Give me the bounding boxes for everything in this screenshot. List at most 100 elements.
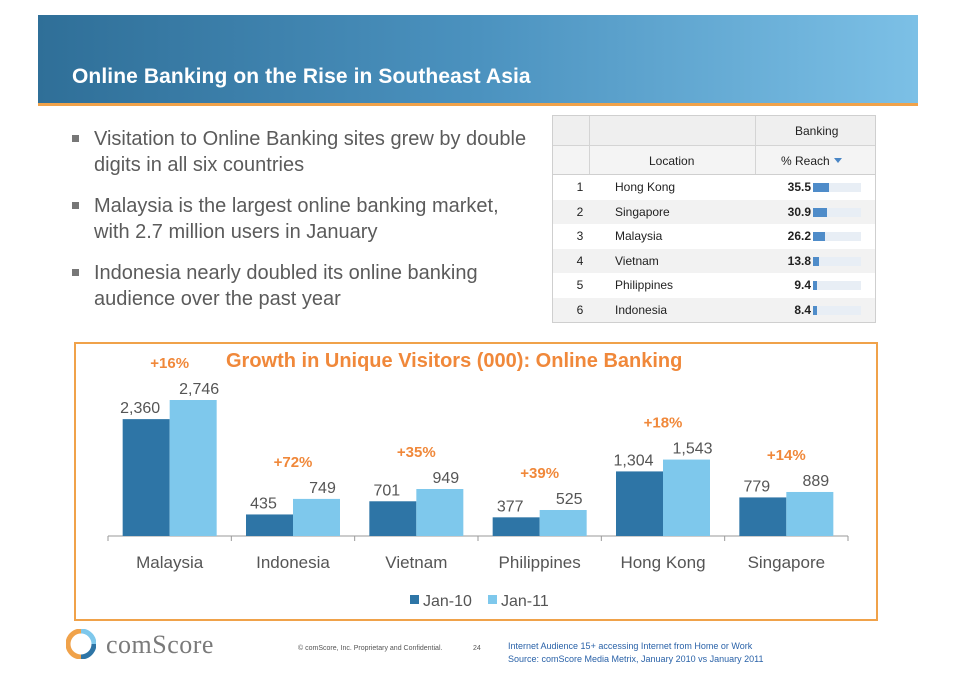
growth-label: +35% [397, 444, 436, 461]
reach-column-header[interactable]: % Reach [781, 154, 842, 168]
reach-bar-track [813, 305, 861, 315]
data-label: 377 [497, 498, 524, 515]
bullet-text: Indonesia nearly doubled its online bank… [94, 262, 478, 310]
table-group-header [553, 116, 875, 146]
legend-label: Jan-10 [423, 593, 472, 610]
bullet-marker-icon [72, 202, 79, 209]
data-label: 2,360 [120, 400, 160, 417]
bullet-item: Visitation to Online Banking sites grew … [72, 126, 532, 178]
data-label: 525 [556, 491, 583, 508]
reach-value: 35.5 [787, 180, 811, 194]
reach-value: 26.2 [787, 229, 811, 243]
banking-header: Banking [795, 124, 839, 138]
location-name: Philippines [615, 278, 674, 292]
bullet-item: Malaysia is the largest online banking m… [72, 193, 532, 245]
page-number: 24 [473, 645, 481, 652]
reach-value: 8.4 [794, 302, 811, 317]
data-label: 1,304 [613, 452, 653, 469]
data-label: 2,746 [179, 381, 219, 398]
legend-swatch [410, 595, 419, 604]
category-label: Indonesia [256, 553, 330, 572]
sort-desc-icon [833, 158, 842, 163]
bar-Jan-10 [122, 419, 170, 536]
bar-Jan-10 [369, 501, 417, 536]
rank-number: 4 [576, 253, 584, 268]
reach-value: 9.4 [794, 278, 811, 292]
data-label: 435 [250, 495, 277, 512]
reach-bar [813, 183, 829, 192]
data-label: 749 [309, 480, 336, 497]
category-label: Vietnam [385, 553, 447, 572]
table-column-header [553, 146, 875, 175]
bar-Jan-10 [616, 471, 663, 536]
comscore-logo-icon [66, 629, 96, 659]
data-label: 889 [802, 473, 829, 490]
location-name: Indonesia [615, 302, 668, 317]
bar-Jan-11 [416, 488, 464, 536]
source-line: Internet Audience 15+ accessing Internet… [508, 641, 753, 651]
title-banner: Online Banking on the Rise in Southeast … [38, 15, 918, 103]
table-row: 6 Indonesia 8.4 [553, 297, 875, 322]
category-label: Philippines [499, 553, 581, 572]
reach-bar [813, 281, 818, 290]
category-label: Malaysia [136, 553, 204, 572]
bullet-marker-icon [72, 269, 79, 276]
chart-title: Growth in Unique Visitors (000): Online … [226, 350, 683, 372]
bullet-item: Indonesia nearly doubled its online bank… [72, 260, 532, 312]
table-row: 3 Malaysia 26.2 [553, 224, 875, 248]
reach-bar-track [813, 183, 861, 192]
bar-Jan-11 [786, 491, 834, 536]
growth-label: +16% [150, 355, 189, 372]
rank-number: 3 [576, 229, 584, 243]
bar-Jan-11 [663, 459, 710, 536]
reach-bar-track [813, 256, 861, 266]
reach-bar [813, 207, 827, 217]
category-label: Singapore [748, 553, 826, 572]
legend-label: Jan-11 [501, 593, 549, 610]
bar-Jan-10 [492, 517, 540, 536]
reach-bar-track [813, 281, 861, 290]
bar-Jan-11 [169, 400, 217, 536]
bar-Jan-11 [539, 509, 587, 536]
table-row: 2 Singapore 30.9 [553, 199, 875, 224]
location-name: Hong Kong [615, 180, 676, 194]
chart-frame [74, 342, 878, 621]
location-name: Malaysia [615, 229, 663, 243]
location-name: Vietnam [615, 253, 659, 268]
bar-Jan-11 [293, 498, 340, 536]
legend-swatch [488, 595, 497, 604]
reach-header-label: % Reach [781, 154, 830, 168]
title-underline [38, 103, 918, 106]
bullet-text: Visitation to Online Banking sites grew … [94, 128, 527, 176]
growth-label: +14% [767, 447, 806, 464]
category-label: Hong Kong [620, 553, 705, 572]
rank-number: 6 [576, 302, 584, 317]
rank-number: 2 [576, 204, 584, 219]
growth-label: +18% [644, 415, 683, 432]
bar-Jan-10 [246, 514, 293, 536]
table-row: 1 Hong Kong 35.5 [553, 175, 875, 199]
rank-number: 5 [576, 278, 584, 292]
bullet-text: Malaysia is the largest online banking m… [94, 195, 499, 243]
reach-bar [813, 256, 820, 266]
data-label: 1,543 [672, 441, 712, 458]
page-title: Online Banking on the Rise in Southeast … [72, 65, 531, 88]
reach-value: 13.8 [787, 253, 811, 268]
table-row: 5 Philippines 9.4 [553, 273, 875, 297]
reach-bar [813, 305, 817, 315]
data-label: 779 [743, 478, 770, 495]
bullet-marker-icon [72, 135, 79, 142]
bar-Jan-10 [739, 497, 787, 536]
rank-number: 1 [576, 180, 584, 194]
reach-bar-track [813, 207, 861, 217]
bullet-list: Visitation to Online Banking sites grew … [72, 126, 532, 327]
location-column-header[interactable]: Location [649, 154, 695, 168]
brand-name: comScore [106, 630, 214, 659]
source-note: Internet Audience 15+ accessing Internet… [508, 640, 763, 666]
growth-label: +39% [520, 465, 559, 482]
copyright-text: © comScore, Inc. Proprietary and Confide… [298, 645, 443, 652]
source-line: Source: comScore Media Metrix, January 2… [508, 654, 764, 664]
data-label: 949 [432, 470, 459, 487]
reach-bar [813, 232, 825, 241]
